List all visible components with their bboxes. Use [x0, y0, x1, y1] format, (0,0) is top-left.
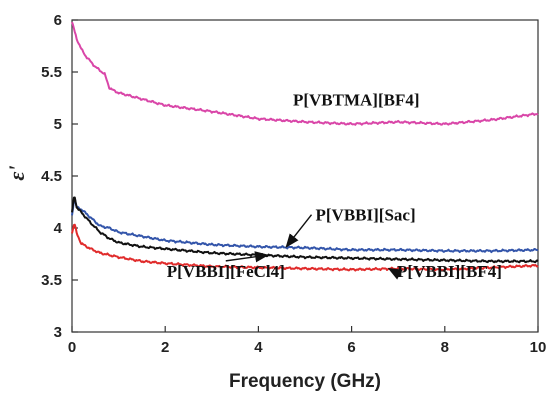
- series-p-vbbi-sac-line: [71, 197, 539, 254]
- plot-border: [71, 19, 539, 333]
- y-tick-label: 4: [54, 220, 63, 237]
- annotation-arrow: [387, 267, 403, 280]
- annotation-label: P[VBBI][FeCl4]: [167, 262, 285, 281]
- y-tick-label: 4.5: [41, 168, 62, 185]
- y-tick-label: 6: [54, 12, 62, 29]
- y-tick-label: 5.5: [41, 64, 62, 81]
- y-tick-label: 3: [54, 324, 62, 341]
- x-tick-label: 8: [441, 339, 449, 356]
- x-tick-label: 4: [254, 339, 263, 356]
- plot-frame: [71, 19, 539, 333]
- series-p-vbtma-bf4-line: [71, 21, 539, 126]
- annotation-arrow: [225, 251, 270, 263]
- x-axis-ticks: 0 2 4 6 8 10: [68, 326, 547, 356]
- annotation-layer: P[VBTMA][BF4] P[VBBI][Sac] P[VBBI][FeCl4] P…: [167, 90, 502, 281]
- series-layer: [71, 21, 539, 272]
- x-tick-label: 10: [530, 339, 547, 356]
- x-tick-label: 6: [347, 339, 355, 356]
- x-tick-label: 0: [68, 339, 76, 356]
- x-tick-label: 2: [161, 339, 169, 356]
- annotation-label: P[VBBI][BF4]: [397, 262, 502, 281]
- series-p-vbbi-bf4-line: [71, 223, 539, 272]
- annotation-arrow: [285, 214, 313, 248]
- y-axis-ticks: 3 3.5 4 4.5 5 5.5 6: [41, 12, 78, 341]
- y-axis-label: ε': [4, 165, 29, 180]
- annotation-label: P[VBBI][Sac]: [316, 206, 416, 225]
- series-p-vbbi-fecl4-line: [71, 196, 539, 264]
- y-tick-label: 3.5: [41, 272, 62, 289]
- x-axis-label: Frequency (GHz): [229, 371, 381, 392]
- y-tick-label: 5: [54, 116, 62, 133]
- annotation-label: P[VBTMA][BF4]: [293, 90, 420, 109]
